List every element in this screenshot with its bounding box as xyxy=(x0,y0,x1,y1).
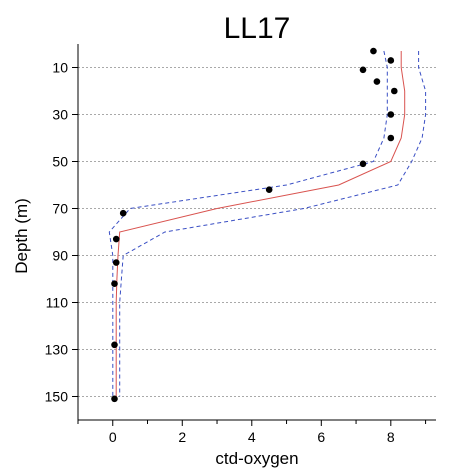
y-tick-label-150: 150 xyxy=(45,389,69,405)
y-tick-label-110: 110 xyxy=(46,295,69,311)
data-point-1 xyxy=(387,57,395,64)
data-point-5 xyxy=(387,111,395,118)
grid-layer xyxy=(78,67,436,397)
y-tick-label-10: 10 xyxy=(52,60,68,76)
data-point-10 xyxy=(112,235,120,243)
y-tick-label-90: 90 xyxy=(52,248,68,264)
x-tick-label-4: 4 xyxy=(248,429,256,445)
y-tick-label-130: 130 xyxy=(45,342,69,358)
data-point-6 xyxy=(387,134,395,142)
data-point-12 xyxy=(111,280,118,288)
series-layer xyxy=(108,47,427,403)
axis-layer: 10 30 50 70 90 110 130 150 0 2 4 6 8 xyxy=(45,44,436,445)
x-axis-label: ctd-oxygen xyxy=(215,449,298,468)
y-tick-label-70: 70 xyxy=(52,201,68,217)
data-point-11 xyxy=(112,259,120,266)
y-tick-label-50: 50 xyxy=(52,154,68,170)
y-tick-label-30: 30 xyxy=(52,107,68,123)
x-tick-label-8: 8 xyxy=(387,429,395,445)
bound-line-0 xyxy=(108,50,388,397)
data-point-14 xyxy=(111,395,118,403)
x-tick-label-0: 0 xyxy=(109,429,117,445)
x-tick-label-6: 6 xyxy=(317,429,325,445)
data-point-0 xyxy=(370,47,377,55)
data-point-2 xyxy=(359,66,367,74)
data-point-4 xyxy=(390,87,398,95)
bound-line-1 xyxy=(119,51,427,397)
data-point-8 xyxy=(265,186,273,193)
data-point-3 xyxy=(373,78,381,85)
data-point-9 xyxy=(119,209,127,217)
data-point-7 xyxy=(359,160,367,168)
fit-line xyxy=(115,51,406,397)
x-tick-label-2: 2 xyxy=(178,429,186,445)
y-axis-label: Depth (m) xyxy=(12,198,31,274)
data-point-13 xyxy=(111,341,118,349)
chart-title: LL17 xyxy=(224,12,291,45)
